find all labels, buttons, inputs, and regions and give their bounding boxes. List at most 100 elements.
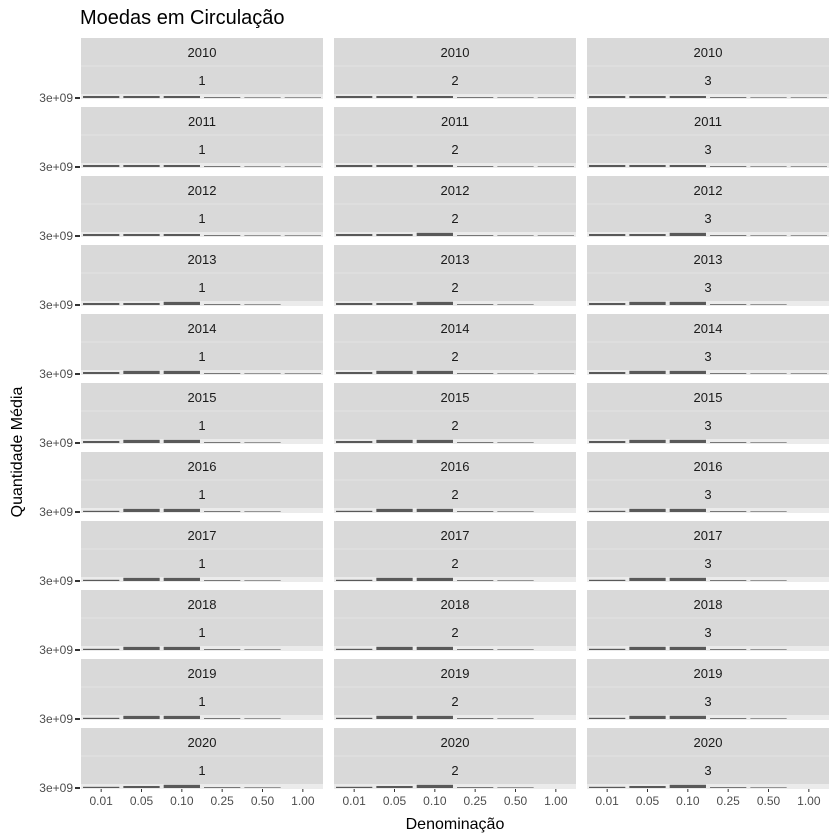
strip-year-label: 2015 <box>441 390 470 405</box>
panel-background <box>334 439 576 444</box>
x-tick-label: 0.50 <box>757 794 781 808</box>
y-tick-label: 3e+09 <box>39 712 73 726</box>
bar <box>416 439 453 443</box>
panel-background <box>334 163 576 168</box>
bar <box>204 373 241 374</box>
bar <box>123 646 160 650</box>
bar <box>284 97 321 98</box>
strip-group-label: 1 <box>198 625 205 640</box>
panel-background <box>587 370 829 375</box>
panel-background <box>81 577 323 582</box>
bar <box>416 577 453 581</box>
strip-group-label: 2 <box>451 280 458 295</box>
bar <box>163 715 200 719</box>
bar <box>669 715 706 719</box>
bar <box>790 166 827 167</box>
bar <box>750 787 787 788</box>
bar <box>336 441 373 443</box>
strip-group-bg <box>334 135 576 163</box>
x-tick-label: 0.10 <box>170 794 194 808</box>
y-tick-label: 3e+09 <box>39 643 73 657</box>
bar <box>416 784 453 788</box>
facet-panels: 3e+09 2010 1 2010 2 2010 3 3e+09 2011 1 2011 2 2011 3… <box>39 38 829 808</box>
bar <box>710 97 747 98</box>
bar <box>376 786 413 788</box>
strip-group-label: 2 <box>451 694 458 709</box>
bar <box>163 165 200 167</box>
strip-group-label: 2 <box>451 418 458 433</box>
y-tick-label: 3e+09 <box>39 91 73 105</box>
strip-group-label: 2 <box>451 487 458 502</box>
bar <box>123 370 160 374</box>
bar <box>376 303 413 305</box>
strip-year-bg <box>81 452 323 480</box>
strip-group-bg <box>334 687 576 715</box>
bar <box>750 511 787 512</box>
strip-group-bg <box>334 618 576 646</box>
bar <box>790 373 827 374</box>
panel-background <box>81 232 323 237</box>
bar <box>244 304 281 305</box>
strip-year-bg <box>587 521 829 549</box>
bar <box>537 166 574 167</box>
bar <box>204 304 241 305</box>
bar <box>669 646 706 650</box>
bar <box>123 439 160 443</box>
bar <box>416 301 453 305</box>
strip-group-label: 3 <box>704 556 711 571</box>
panel-background <box>587 439 829 444</box>
strip-group-bg <box>587 480 829 508</box>
strip-year-label: 2019 <box>694 666 723 681</box>
bar <box>416 715 453 719</box>
x-tick-label: 0.01 <box>342 794 366 808</box>
strip-group-label: 3 <box>704 73 711 88</box>
x-axis-title: Denominação <box>406 816 505 833</box>
bar <box>457 511 494 512</box>
bar <box>669 577 706 581</box>
strip-year-bg <box>587 659 829 687</box>
bar <box>589 648 626 650</box>
bar <box>750 97 787 98</box>
strip-group-bg <box>334 204 576 232</box>
x-tick-label: 1.00 <box>544 794 568 808</box>
bar <box>284 166 321 167</box>
bar <box>710 718 747 719</box>
bar <box>497 511 534 512</box>
strip-year-bg <box>334 38 576 66</box>
strip-group-bg <box>334 549 576 577</box>
bar <box>457 373 494 374</box>
panel-background <box>334 646 576 651</box>
panel-background <box>334 508 576 513</box>
strip-group-bg <box>587 687 829 715</box>
bar <box>83 579 120 581</box>
strip-year-label: 2016 <box>694 459 723 474</box>
bar <box>336 234 373 236</box>
bar <box>284 373 321 374</box>
strip-year-label: 2011 <box>441 114 469 129</box>
bar <box>457 235 494 236</box>
bar <box>244 442 281 443</box>
strip-year-bg <box>81 659 323 687</box>
strip-group-bg <box>81 135 323 163</box>
bar <box>83 372 120 374</box>
panel-background <box>81 370 323 375</box>
strip-group-label: 1 <box>198 211 205 226</box>
strip-year-bg <box>334 659 576 687</box>
bar <box>416 646 453 650</box>
x-tick-label: 1.00 <box>797 794 821 808</box>
bar <box>537 373 574 374</box>
panel-background <box>81 715 323 720</box>
bar <box>710 166 747 167</box>
strip-year-bg <box>334 728 576 756</box>
bar <box>83 165 120 167</box>
strip-year-label: 2017 <box>188 528 217 543</box>
panel-background <box>587 577 829 582</box>
bar <box>376 439 413 443</box>
x-tick-label: 0.01 <box>595 794 619 808</box>
bar <box>457 97 494 98</box>
strip-year-label: 2012 <box>694 183 723 198</box>
strip-year-label: 2016 <box>441 459 470 474</box>
strip-year-label: 2020 <box>441 735 470 750</box>
strip-year-label: 2018 <box>694 597 723 612</box>
bar <box>83 510 120 512</box>
